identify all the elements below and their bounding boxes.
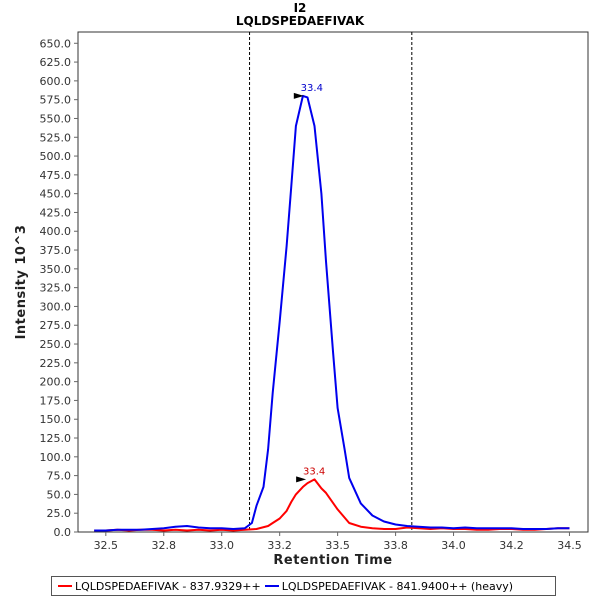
x-tick-label: 33.5 <box>325 539 350 552</box>
y-tick-label: 100.0 <box>40 451 72 464</box>
y-tick-label: 125.0 <box>40 432 72 445</box>
x-tick-label: 33.0 <box>209 539 234 552</box>
y-tick-label: 300.0 <box>40 300 72 313</box>
x-tick-label: 33.8 <box>383 539 408 552</box>
x-tick-label: 34.5 <box>557 539 582 552</box>
y-tick-label: 600.0 <box>40 75 72 88</box>
legend-item-light: LQLDSPEDAEFIVAK - 837.9329++ <box>58 580 261 593</box>
y-tick-label: 25.0 <box>47 507 72 520</box>
y-tick-label: 375.0 <box>40 244 72 257</box>
y-tick-label: 475.0 <box>40 169 72 182</box>
series-line-0 <box>94 478 570 532</box>
x-tick-label: 32.5 <box>94 539 119 552</box>
legend-swatch-heavy <box>264 585 279 587</box>
legend-label-light: LQLDSPEDAEFIVAK - 837.9329++ <box>75 579 261 593</box>
peak-label: 33.4 <box>303 466 325 477</box>
y-tick-label: 200.0 <box>40 376 72 389</box>
y-tick-label: 525.0 <box>40 131 72 144</box>
y-tick-label: 50.0 <box>47 488 72 501</box>
peak-marker-icon <box>293 92 304 99</box>
y-tick-label: 75.0 <box>47 470 72 483</box>
y-tick-label: 450.0 <box>40 188 72 201</box>
y-tick-label: 225.0 <box>40 357 72 370</box>
y-tick-label: 275.0 <box>40 319 72 332</box>
legend-label-heavy: LQLDSPEDAEFIVAK - 841.9400++ (heavy) <box>281 579 514 593</box>
x-tick-label: 34.0 <box>441 539 466 552</box>
y-axis-label: Intensity 10^3 <box>14 225 29 340</box>
y-tick-label: 550.0 <box>40 112 72 125</box>
chart-subtitle: LQLDSPEDAEFIVAK <box>236 14 365 28</box>
plot-area <box>77 31 589 533</box>
series-line-1 <box>94 94 570 532</box>
y-tick-label: 325.0 <box>40 282 72 295</box>
y-tick-label: 500.0 <box>40 150 72 163</box>
x-axis-label: Retention Time <box>273 553 392 568</box>
y-tick-label: 425.0 <box>40 206 72 219</box>
x-tick-label: 34.2 <box>499 539 524 552</box>
y-tick-label: 400.0 <box>40 225 72 238</box>
y-tick-label: 650.0 <box>40 37 72 50</box>
x-tick-label: 32.8 <box>152 539 177 552</box>
y-tick-label: 625.0 <box>40 56 72 69</box>
y-tick-label: 350.0 <box>40 263 72 276</box>
chart-title: I2 <box>294 1 307 15</box>
legend-swatch-light <box>58 585 72 587</box>
y-tick-label: 150.0 <box>40 413 72 426</box>
legend-item-heavy: LQLDSPEDAEFIVAK - 841.9400++ (heavy) <box>264 579 514 593</box>
legend: LQLDSPEDAEFIVAK - 837.9329++ LQLDSPEDAEF… <box>51 576 556 596</box>
peak-marker-icon <box>296 476 307 483</box>
y-tick-label: 575.0 <box>40 94 72 107</box>
y-tick-label: 175.0 <box>40 394 72 407</box>
peak-label: 33.4 <box>301 83 323 94</box>
y-tick-label: 0.0 <box>54 526 72 539</box>
y-tick-label: 250.0 <box>40 338 72 351</box>
x-tick-label: 33.2 <box>267 539 292 552</box>
